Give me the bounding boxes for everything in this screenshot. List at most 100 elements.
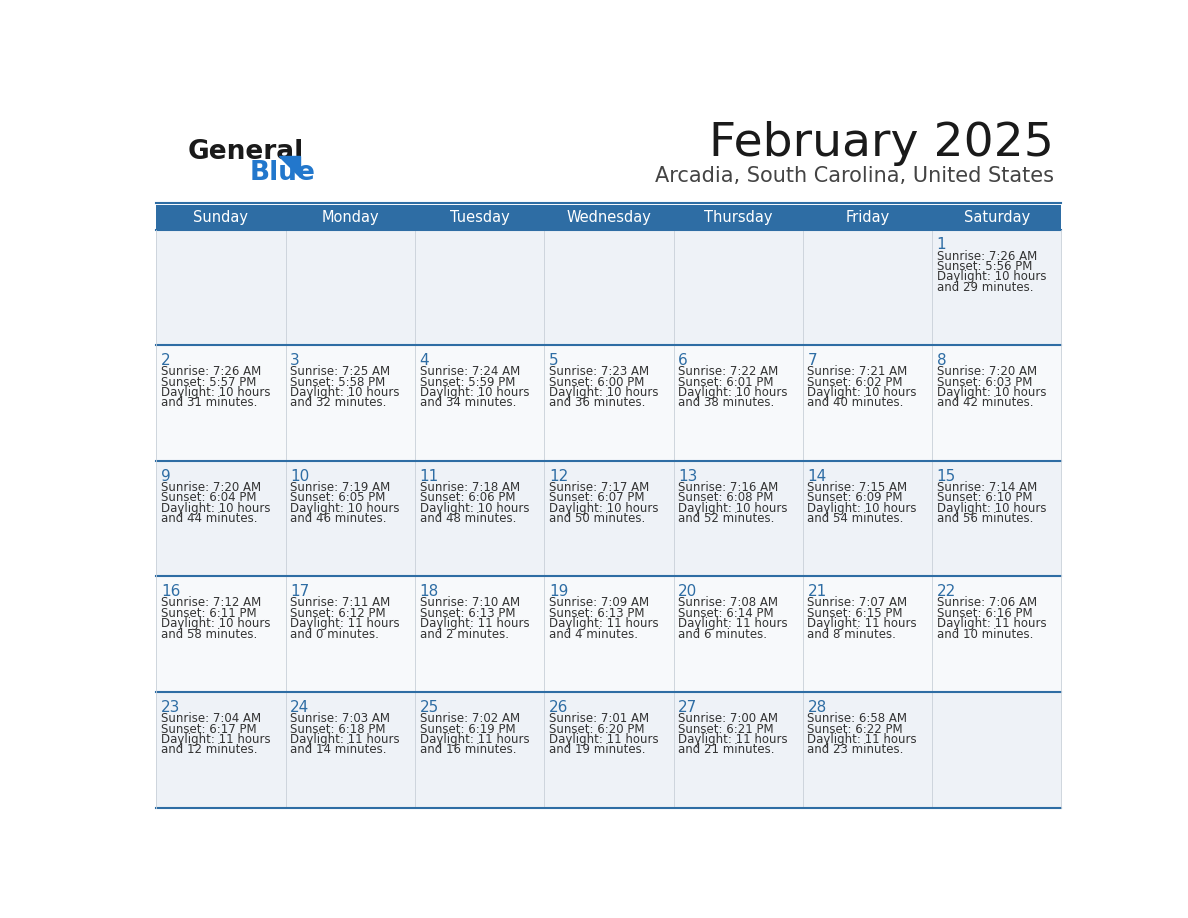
Text: Daylight: 10 hours: Daylight: 10 hours [808, 501, 917, 515]
Text: Saturday: Saturday [963, 209, 1030, 225]
Text: and 2 minutes.: and 2 minutes. [419, 628, 508, 641]
Text: Daylight: 10 hours: Daylight: 10 hours [549, 501, 658, 515]
Text: Sunrise: 7:20 AM: Sunrise: 7:20 AM [937, 365, 1037, 378]
Bar [157, 205, 1061, 230]
Text: and 12 minutes.: and 12 minutes. [160, 744, 258, 756]
Text: Sunset: 6:08 PM: Sunset: 6:08 PM [678, 491, 773, 504]
Text: Sunrise: 7:03 AM: Sunrise: 7:03 AM [290, 712, 390, 725]
Text: Daylight: 11 hours: Daylight: 11 hours [290, 733, 400, 746]
Bar [933, 345, 1061, 461]
Bar [674, 345, 803, 461]
Text: Sunset: 6:02 PM: Sunset: 6:02 PM [808, 375, 903, 388]
Text: and 19 minutes.: and 19 minutes. [549, 744, 645, 756]
Text: 25: 25 [419, 700, 438, 715]
Text: and 29 minutes.: and 29 minutes. [937, 281, 1034, 294]
Text: Daylight: 11 hours: Daylight: 11 hours [678, 733, 788, 746]
Polygon shape [279, 155, 301, 177]
Text: 8: 8 [937, 353, 947, 368]
Text: Sunrise: 7:07 AM: Sunrise: 7:07 AM [808, 597, 908, 610]
Text: and 40 minutes.: and 40 minutes. [808, 397, 904, 409]
Text: Daylight: 10 hours: Daylight: 10 hours [678, 386, 788, 399]
Text: Sunrise: 7:10 AM: Sunrise: 7:10 AM [419, 597, 519, 610]
Text: Daylight: 11 hours: Daylight: 11 hours [808, 617, 917, 631]
Text: Sunrise: 7:19 AM: Sunrise: 7:19 AM [290, 481, 391, 494]
Text: Sunrise: 7:18 AM: Sunrise: 7:18 AM [419, 481, 519, 494]
Text: Sunrise: 6:58 AM: Sunrise: 6:58 AM [808, 712, 908, 725]
Bar [544, 461, 674, 577]
Text: Sunrise: 7:00 AM: Sunrise: 7:00 AM [678, 712, 778, 725]
Text: 4: 4 [419, 353, 429, 368]
Text: and 32 minutes.: and 32 minutes. [290, 397, 386, 409]
Text: 6: 6 [678, 353, 688, 368]
Text: Sunset: 6:21 PM: Sunset: 6:21 PM [678, 722, 773, 735]
Text: Sunrise: 7:15 AM: Sunrise: 7:15 AM [808, 481, 908, 494]
Text: Sunrise: 7:20 AM: Sunrise: 7:20 AM [160, 481, 261, 494]
Bar [285, 692, 415, 808]
Text: Sunset: 6:13 PM: Sunset: 6:13 PM [419, 607, 516, 620]
Text: Daylight: 11 hours: Daylight: 11 hours [419, 617, 529, 631]
Text: Daylight: 10 hours: Daylight: 10 hours [419, 501, 529, 515]
Text: Sunset: 6:17 PM: Sunset: 6:17 PM [160, 722, 257, 735]
Text: Sunrise: 7:14 AM: Sunrise: 7:14 AM [937, 481, 1037, 494]
Bar [415, 230, 544, 345]
Text: Sunrise: 7:04 AM: Sunrise: 7:04 AM [160, 712, 261, 725]
Text: Sunrise: 7:11 AM: Sunrise: 7:11 AM [290, 597, 391, 610]
Text: 21: 21 [808, 584, 827, 599]
Text: and 21 minutes.: and 21 minutes. [678, 744, 775, 756]
Bar [544, 577, 674, 692]
Text: and 38 minutes.: and 38 minutes. [678, 397, 775, 409]
Text: 1: 1 [937, 237, 947, 252]
Bar [803, 345, 933, 461]
Bar [803, 577, 933, 692]
Bar [157, 577, 285, 692]
Text: and 42 minutes.: and 42 minutes. [937, 397, 1034, 409]
Text: 20: 20 [678, 584, 697, 599]
Text: 7: 7 [808, 353, 817, 368]
Text: Daylight: 11 hours: Daylight: 11 hours [808, 733, 917, 746]
Text: Friday: Friday [846, 209, 890, 225]
Text: Sunrise: 7:25 AM: Sunrise: 7:25 AM [290, 365, 391, 378]
Bar [544, 345, 674, 461]
Text: Sunset: 6:22 PM: Sunset: 6:22 PM [808, 722, 903, 735]
Text: and 46 minutes.: and 46 minutes. [290, 512, 387, 525]
Text: Daylight: 10 hours: Daylight: 10 hours [937, 386, 1047, 399]
Text: Sunset: 6:18 PM: Sunset: 6:18 PM [290, 722, 386, 735]
Text: and 23 minutes.: and 23 minutes. [808, 744, 904, 756]
Text: Sunset: 6:09 PM: Sunset: 6:09 PM [808, 491, 903, 504]
Text: Sunset: 6:20 PM: Sunset: 6:20 PM [549, 722, 644, 735]
Text: Daylight: 11 hours: Daylight: 11 hours [549, 617, 658, 631]
Text: 26: 26 [549, 700, 568, 715]
Bar [933, 577, 1061, 692]
Text: Sunset: 5:57 PM: Sunset: 5:57 PM [160, 375, 257, 388]
Text: 22: 22 [937, 584, 956, 599]
Text: Sunday: Sunday [194, 209, 248, 225]
Text: Sunset: 6:10 PM: Sunset: 6:10 PM [937, 491, 1032, 504]
Text: Sunset: 6:06 PM: Sunset: 6:06 PM [419, 491, 516, 504]
Text: Daylight: 11 hours: Daylight: 11 hours [678, 617, 788, 631]
Bar [285, 230, 415, 345]
Text: 28: 28 [808, 700, 827, 715]
Bar [544, 692, 674, 808]
Bar [285, 345, 415, 461]
Text: and 0 minutes.: and 0 minutes. [290, 628, 379, 641]
Bar [803, 230, 933, 345]
Text: Sunset: 6:00 PM: Sunset: 6:00 PM [549, 375, 644, 388]
Bar [415, 692, 544, 808]
Text: and 52 minutes.: and 52 minutes. [678, 512, 775, 525]
Text: and 48 minutes.: and 48 minutes. [419, 512, 516, 525]
Text: and 6 minutes.: and 6 minutes. [678, 628, 767, 641]
Text: Sunset: 6:03 PM: Sunset: 6:03 PM [937, 375, 1032, 388]
Text: Tuesday: Tuesday [450, 209, 510, 225]
Bar [674, 692, 803, 808]
Text: Sunrise: 7:12 AM: Sunrise: 7:12 AM [160, 597, 261, 610]
Bar [157, 461, 285, 577]
Text: Sunset: 6:12 PM: Sunset: 6:12 PM [290, 607, 386, 620]
Text: 18: 18 [419, 584, 438, 599]
Text: and 10 minutes.: and 10 minutes. [937, 628, 1034, 641]
Text: Daylight: 11 hours: Daylight: 11 hours [937, 617, 1047, 631]
Bar [415, 345, 544, 461]
Text: Sunset: 6:01 PM: Sunset: 6:01 PM [678, 375, 773, 388]
Text: Daylight: 11 hours: Daylight: 11 hours [290, 617, 400, 631]
Text: 16: 16 [160, 584, 181, 599]
Text: 23: 23 [160, 700, 181, 715]
